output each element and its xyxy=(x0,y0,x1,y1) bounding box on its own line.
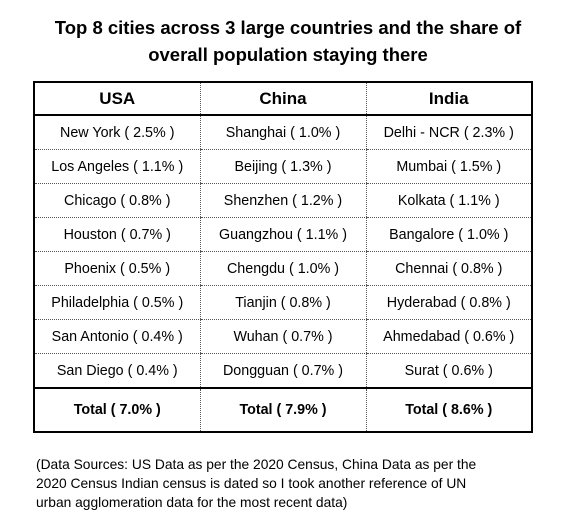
cell-usa: San Antonio ( 0.4% ) xyxy=(34,319,200,354)
cell-china: Guangzhou ( 1.1% ) xyxy=(199,217,366,252)
title-line-1: Top 8 cities across 3 large countries an… xyxy=(54,17,522,38)
cell-china: Tianjin ( 0.8% ) xyxy=(199,285,366,320)
header-india: India xyxy=(365,82,532,116)
header-china: China xyxy=(199,82,366,116)
table-row: San Antonio ( 0.4% ) Wuhan ( 0.7% ) Ahme… xyxy=(34,319,532,354)
cell-india: Chennai ( 0.8% ) xyxy=(365,251,532,286)
table-row: Chicago ( 0.8% ) Shenzhen ( 1.2% ) Kolka… xyxy=(34,183,532,218)
table-row: Houston ( 0.7% ) Guangzhou ( 1.1% ) Bang… xyxy=(34,217,532,252)
cell-usa: Phoenix ( 0.5% ) xyxy=(34,251,200,286)
cell-china: Beijing ( 1.3% ) xyxy=(199,149,366,184)
cell-india: Ahmedabad ( 0.6% ) xyxy=(365,319,532,354)
cell-india: Bangalore ( 1.0% ) xyxy=(365,217,532,252)
cell-china: Dongguan ( 0.7% ) xyxy=(199,353,366,389)
cell-china: Shenzhen ( 1.2% ) xyxy=(199,183,366,218)
footnote-line-1: (Data Sources: US Data as per the 2020 C… xyxy=(36,457,477,472)
table-row: San Diego ( 0.4% ) Dongguan ( 0.7% ) Sur… xyxy=(34,353,532,389)
data-sources-note: (Data Sources: US Data as per the 2020 C… xyxy=(36,455,536,512)
cell-india: Mumbai ( 1.5% ) xyxy=(365,149,532,184)
title-line-2: overall population staying there xyxy=(148,44,428,65)
cell-usa: San Diego ( 0.4% ) xyxy=(34,353,200,389)
total-india: Total ( 8.6% ) xyxy=(365,387,532,432)
table-row: Philadelphia ( 0.5% ) Tianjin ( 0.8% ) H… xyxy=(34,285,532,320)
totals-row: Total ( 7.0% ) Total ( 7.9% ) Total ( 8.… xyxy=(34,387,532,432)
footnote-line-3: urban agglomeration data for the most re… xyxy=(36,495,348,510)
cell-china: Shanghai ( 1.0% ) xyxy=(199,115,366,150)
cell-india: Hyderabad ( 0.8% ) xyxy=(365,285,532,320)
cell-usa: Los Angeles ( 1.1% ) xyxy=(34,149,200,184)
footnote-line-2: 2020 Census Indian census is dated so I … xyxy=(36,476,467,491)
page-title: Top 8 cities across 3 large countries an… xyxy=(0,14,576,68)
cell-india: Surat ( 0.6% ) xyxy=(365,353,532,389)
cell-india: Kolkata ( 1.1% ) xyxy=(365,183,532,218)
cell-india: Delhi - NCR ( 2.3% ) xyxy=(365,115,532,150)
cities-table: USA China India New York ( 2.5% ) Shangh… xyxy=(33,81,533,433)
cell-china: Chengdu ( 1.0% ) xyxy=(199,251,366,286)
header-usa: USA xyxy=(34,82,200,116)
cell-china: Wuhan ( 0.7% ) xyxy=(199,319,366,354)
table-row: New York ( 2.5% ) Shanghai ( 1.0% ) Delh… xyxy=(34,115,532,150)
cell-usa: New York ( 2.5% ) xyxy=(34,115,200,150)
header-row: USA China India xyxy=(34,82,532,116)
cell-usa: Philadelphia ( 0.5% ) xyxy=(34,285,200,320)
table-row: Los Angeles ( 1.1% ) Beijing ( 1.3% ) Mu… xyxy=(34,149,532,184)
total-usa: Total ( 7.0% ) xyxy=(34,387,200,432)
total-china: Total ( 7.9% ) xyxy=(199,387,366,432)
table-row: Phoenix ( 0.5% ) Chengdu ( 1.0% ) Chenna… xyxy=(34,251,532,286)
cell-usa: Houston ( 0.7% ) xyxy=(34,217,200,252)
cell-usa: Chicago ( 0.8% ) xyxy=(34,183,200,218)
